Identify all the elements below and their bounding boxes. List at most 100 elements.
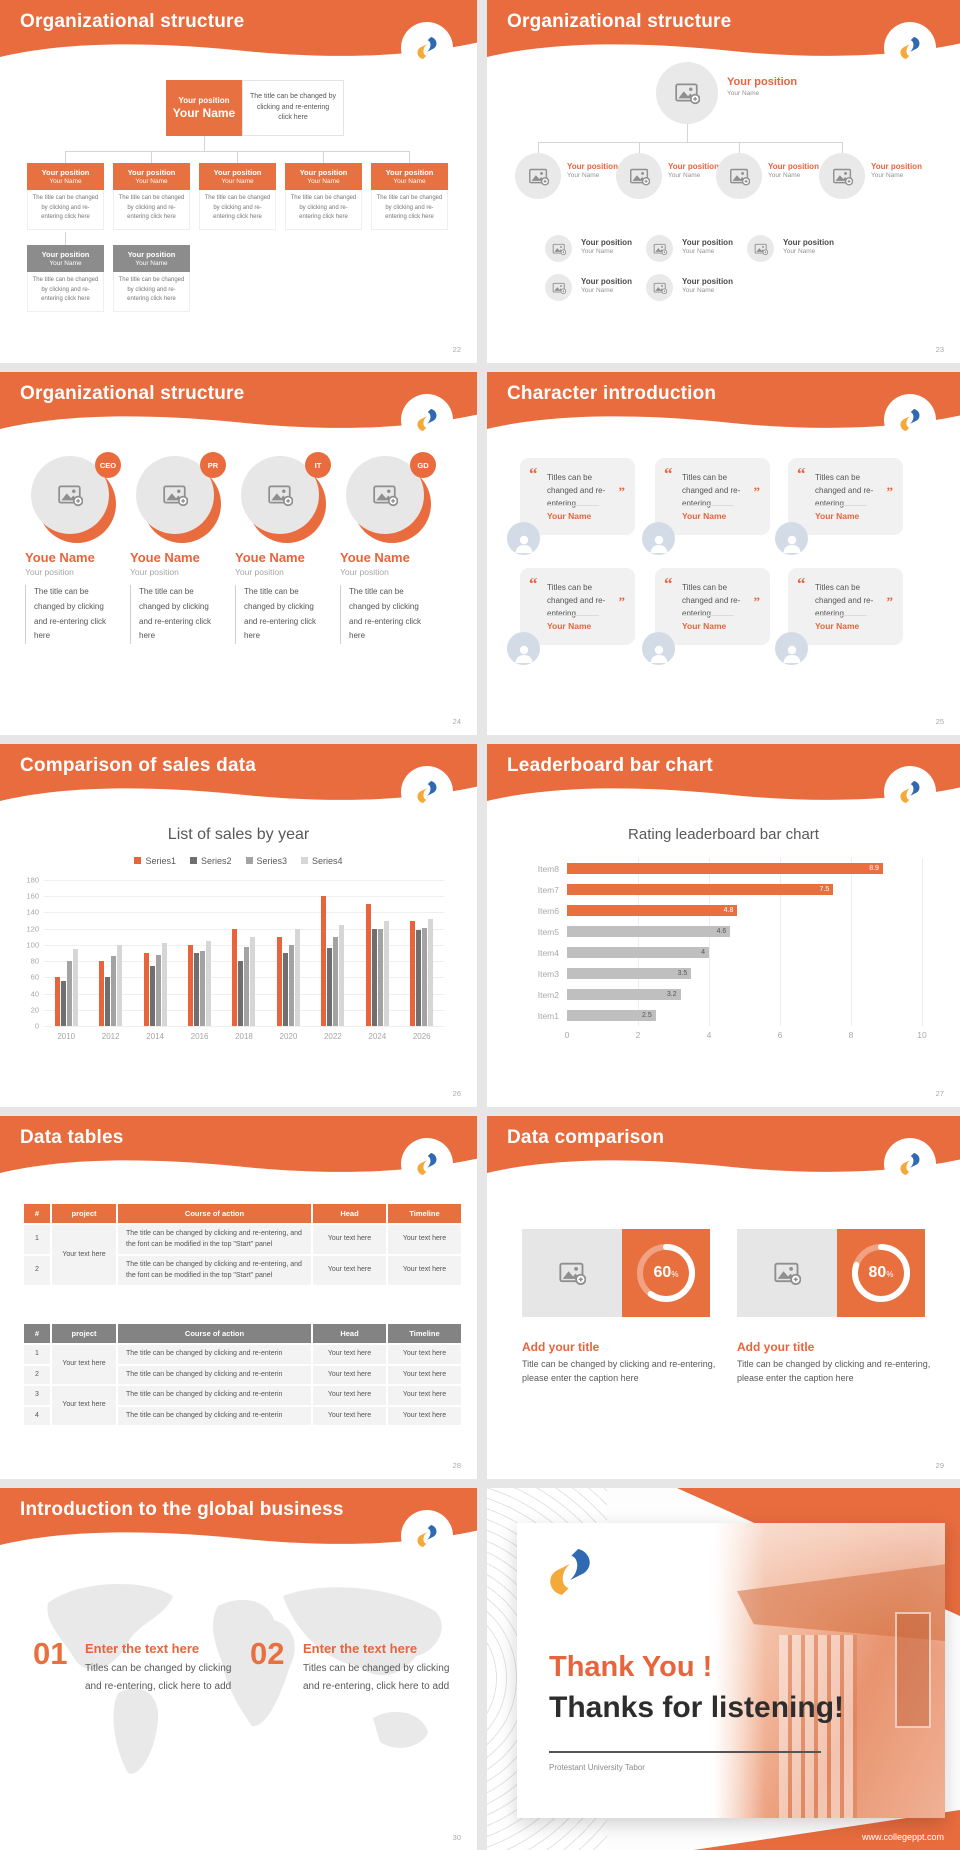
slide-27-leaderboard-chart[interactable]: Leaderboard bar chart Rating leaderboard… — [487, 744, 960, 1107]
connector-line — [151, 151, 152, 163]
slide-thank-you[interactable]: Thank You ! Thanks for listening! Protes… — [487, 1488, 960, 1850]
photo-placeholder[interactable] — [545, 235, 572, 262]
gridline — [44, 977, 444, 979]
item-heading[interactable]: Enter the text here — [85, 1641, 200, 1656]
category-label: Item1 — [537, 1010, 559, 1021]
photo-placeholder[interactable] — [515, 153, 561, 199]
bar — [339, 924, 345, 1026]
photo-placeholder[interactable] — [616, 153, 662, 199]
gridline — [638, 858, 639, 1026]
role-badge: PR — [200, 452, 226, 478]
table-row: 2 The title can be changed by clicking a… — [24, 1365, 461, 1384]
item-number: 01 — [33, 1636, 68, 1671]
member-card[interactable]: IT Youe Name Your position The title can… — [235, 452, 331, 645]
panel-heading: Add your title — [522, 1340, 600, 1354]
panel-caption: Title can be changed by clicking and re-… — [737, 1359, 931, 1383]
photo-placeholder[interactable] — [819, 153, 865, 199]
leaderboard-row: Item6 4.8 — [515, 900, 935, 921]
bar — [200, 951, 206, 1026]
close-quote-icon: ” — [886, 484, 894, 499]
y-tick-label: 180 — [26, 875, 39, 885]
slide-title: Organizational structure — [20, 383, 245, 404]
org-node[interactable]: Your position Your Name The title can be … — [113, 163, 190, 230]
bar-group — [88, 944, 132, 1026]
gridline — [44, 928, 444, 930]
photo-placeholder[interactable] — [716, 153, 762, 199]
slide-22-organizational-structure[interactable]: Organizational structure Your position Y… — [0, 0, 477, 363]
photo-placeholder[interactable] — [656, 62, 718, 124]
photo-placeholder[interactable] — [646, 274, 673, 301]
photo-placeholder[interactable] — [522, 1229, 622, 1317]
org-root-label: Your position Your Name — [727, 76, 798, 97]
member-card[interactable]: PR Youe Name Your position The title can… — [130, 452, 226, 645]
bar-group — [355, 904, 399, 1026]
bar-track: 4 — [567, 947, 922, 958]
leaderboard-row: Item7 7.5 — [515, 879, 935, 900]
quote-card[interactable]: “ Titles can be changed and re-entering … — [788, 568, 903, 645]
world-map — [47, 1583, 442, 1774]
item-heading[interactable]: Enter the text here — [303, 1641, 418, 1656]
bar-track: 2.5 — [567, 1010, 922, 1021]
legend-swatch — [189, 857, 197, 864]
y-tick-label: 140 — [26, 907, 39, 917]
connector-line — [65, 151, 66, 163]
chart-legend: Series1 Series2 Series3 Series4 — [0, 856, 477, 866]
close-quote-icon: ” — [886, 594, 894, 609]
slide-23-organizational-structure[interactable]: Organizational structure Your position Yo… — [487, 0, 960, 363]
y-tick-label: 60 — [30, 972, 39, 982]
photo-placeholder[interactable] — [737, 1229, 837, 1317]
slide-30-global-business[interactable]: Introduction to the global business 01 E… — [0, 1488, 477, 1850]
gridline — [44, 961, 444, 963]
university-name: Protestant University Tabor — [549, 1763, 645, 1772]
website-url[interactable]: www.collegeppt.com — [861, 1832, 944, 1842]
quote-card[interactable]: “ Titles can be changed and re-entering … — [655, 568, 770, 645]
photo-placeholder[interactable] — [747, 235, 774, 262]
close-quote-icon: ” — [753, 484, 761, 499]
leaderboard-bar-chart: Item8 8.9 Item7 7.5 Item6 4.8 Item5 4.6 Item4 4 It… — [515, 858, 935, 1046]
slide-29-data-comparison[interactable]: Data comparison 60% Add your title Title… — [487, 1116, 960, 1479]
data-table-orange[interactable]: # project Course of action Head Timeline… — [22, 1202, 463, 1287]
bar — [60, 981, 66, 1026]
slide-28-data-tables[interactable]: Data tables # project Course of action H… — [0, 1116, 477, 1479]
brand-logo — [401, 1510, 453, 1562]
close-quote-icon: ” — [753, 594, 761, 609]
connector-line — [538, 142, 539, 153]
org-node[interactable]: Your position Your Name The title can be … — [285, 163, 362, 230]
slide-title: Organizational structure — [20, 11, 245, 32]
quote-card[interactable]: “ Titles can be changed and re-entering … — [788, 458, 903, 535]
chart-title: List of sales by year — [167, 826, 310, 843]
y-tick-label: 80 — [30, 956, 39, 966]
donut-chart: 80% — [837, 1229, 925, 1317]
org-node[interactable]: Your position Your Name The title can be … — [371, 163, 448, 230]
org-node[interactable]: Your position Your Name The title can be … — [27, 163, 104, 230]
page-number: 28 — [452, 1461, 461, 1470]
member-card[interactable]: CEO Youe Name Your position The title ca… — [25, 452, 121, 645]
quote-card[interactable]: “ Titles can be changed and re-entering … — [520, 568, 635, 645]
org-root-note[interactable]: The title can be changed by clicking and… — [242, 80, 344, 136]
photo-placeholder[interactable] — [646, 235, 673, 262]
photo-placeholder[interactable] — [545, 274, 572, 301]
member-card[interactable]: GD Youe Name Your position The title can… — [340, 452, 436, 645]
col-header: # — [24, 1204, 50, 1223]
open-quote-icon: “ — [664, 574, 673, 593]
org-node-gray[interactable]: Your position Your Name The title can be … — [27, 245, 104, 312]
slide-25-character-introduction[interactable]: Character introduction “ Titles can be c… — [487, 372, 960, 735]
table-row: 3 Your text here The title can be change… — [24, 1386, 461, 1425]
brand-logo — [884, 22, 936, 74]
connector-line — [842, 142, 843, 153]
comparison-panel[interactable]: 80% — [737, 1229, 925, 1317]
org-node[interactable]: Your position Your Name The title can be … — [199, 163, 276, 230]
org-root-box[interactable]: Your position Your Name — [166, 80, 242, 136]
avatar — [507, 632, 540, 665]
comparison-panel[interactable]: 60% — [522, 1229, 710, 1317]
org-sublabel: Your position Your Name — [581, 238, 632, 255]
gridline — [44, 1026, 444, 1027]
data-table-gray[interactable]: # project Course of action Head Timeline… — [22, 1322, 463, 1427]
legend-item: Series1 — [134, 856, 176, 866]
slide-26-sales-chart[interactable]: Comparison of sales data List of sales b… — [0, 744, 477, 1107]
quote-card[interactable]: “ Titles can be changed and re-entering … — [520, 458, 635, 535]
slide-24-organizational-structure[interactable]: Organizational structure CEO Youe Name Y… — [0, 372, 477, 735]
bar: 7.5 — [567, 884, 834, 895]
org-node-gray[interactable]: Your position Your Name The title can be … — [113, 245, 190, 312]
quote-card[interactable]: “ Titles can be changed and re-entering … — [655, 458, 770, 535]
